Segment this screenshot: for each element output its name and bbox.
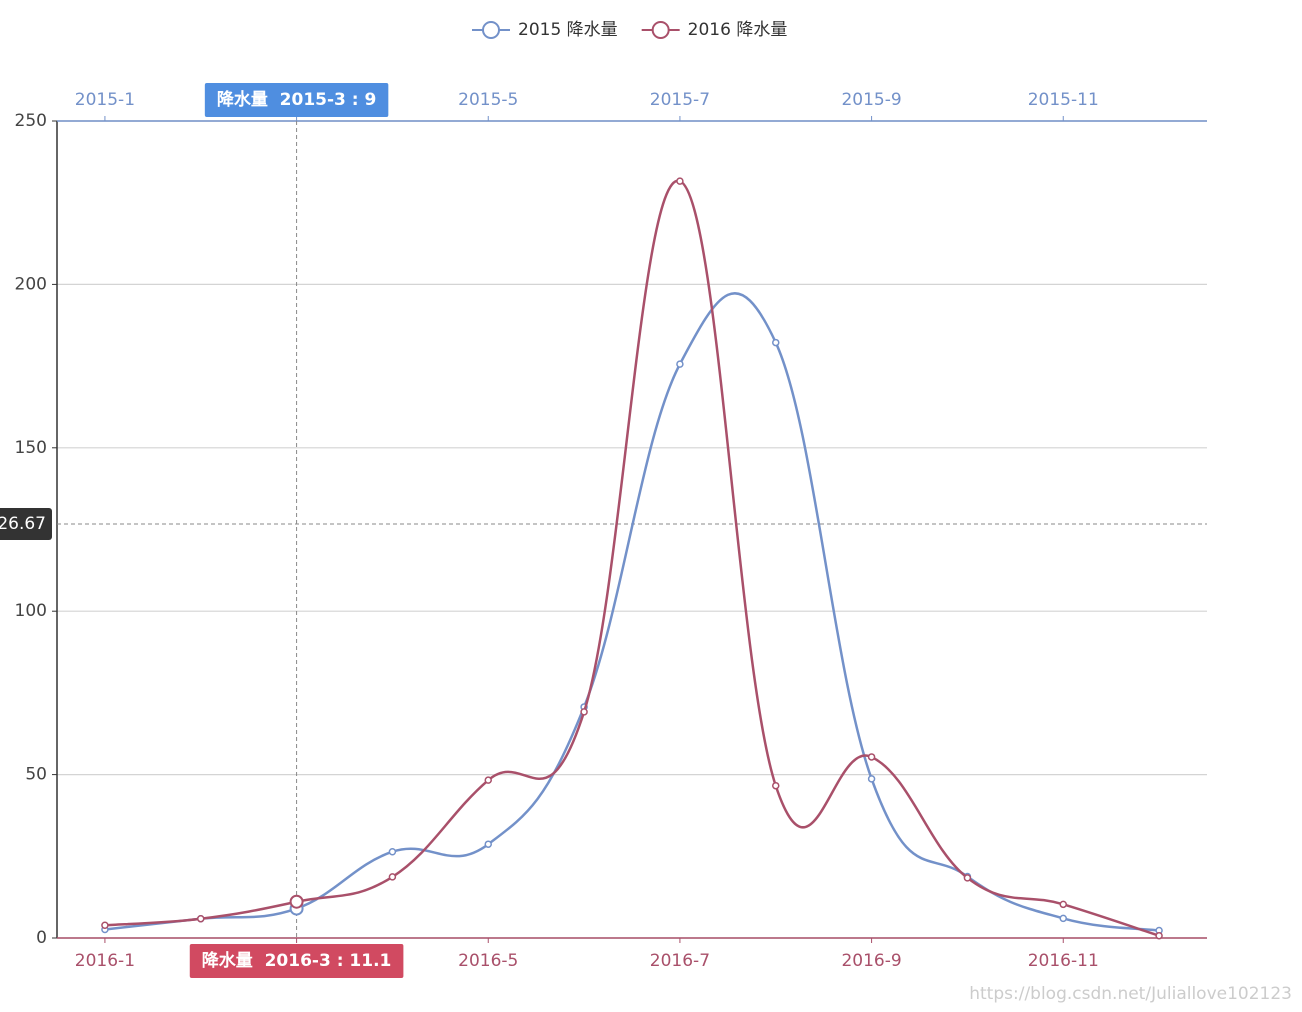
series-line: [104, 179, 1160, 937]
point: [388, 847, 397, 856]
axis-tooltip: 降水量 2016-3 : 11.1: [189, 944, 404, 978]
point: [101, 921, 109, 930]
x-tick-label-top: 2015-7: [650, 90, 710, 110]
axis-tooltip: 降水量 2015-3 : 9: [204, 83, 389, 117]
point: [676, 177, 684, 185]
x-tick-label: 2016-7: [650, 951, 710, 971]
point: [1155, 931, 1163, 940]
pointer-label-bg: [0, 508, 52, 541]
point: [867, 753, 876, 761]
point: [1059, 900, 1067, 909]
point: [289, 894, 304, 909]
point: [484, 840, 492, 848]
x-tick-label: 2016-9: [841, 951, 901, 971]
tooltip-text: 降水量 2015-3 : 9: [217, 89, 377, 110]
y-tick-label: 150: [15, 438, 47, 458]
legend-label: 2015 降水量: [518, 20, 618, 40]
point: [580, 708, 588, 716]
x-tick-label-top: 2015-11: [1028, 90, 1099, 110]
tooltip-text: 降水量 2016-3 : 11.1: [202, 950, 392, 971]
point: [772, 338, 780, 347]
x-tick-label-top: 2015-5: [458, 90, 518, 110]
legend-icon: [651, 21, 670, 39]
series-line: [104, 292, 1160, 932]
y-tick-label: 0: [36, 928, 47, 948]
legend-icon: [482, 21, 500, 39]
point: [388, 873, 397, 881]
point: [772, 781, 780, 790]
point: [963, 874, 972, 882]
x-tick-label-top: 2015-1: [75, 90, 135, 110]
point: [197, 914, 205, 923]
point: [867, 775, 876, 783]
y-tick-label: 200: [15, 274, 47, 294]
x-tick-label: 2016-1: [75, 951, 135, 971]
legend-label: 2016 降水量: [688, 20, 788, 40]
pointer-label: 126.67: [0, 514, 46, 534]
x-tick-label: 2016-11: [1028, 951, 1099, 971]
y-tick-label: 250: [15, 111, 47, 131]
point: [1059, 914, 1067, 923]
tooltip-bg: [189, 944, 404, 978]
y-tick-label: 50: [25, 765, 47, 785]
x-tick-label-top: 2015-9: [841, 90, 901, 110]
point: [484, 776, 492, 784]
tooltip-bg: [204, 83, 389, 117]
point: [676, 360, 684, 368]
x-tick-label: 2016-5: [458, 951, 518, 971]
y-tick-label: 100: [15, 601, 47, 621]
watermark: https://blog.csdn.net/Juliallove102123: [969, 984, 1292, 1004]
